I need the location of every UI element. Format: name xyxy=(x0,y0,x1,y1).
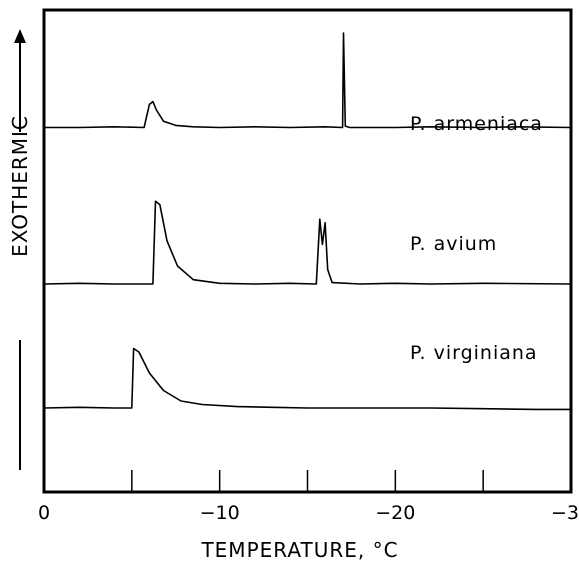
y-axis-label-group: EXOTHERMIC xyxy=(0,0,40,563)
series-lines xyxy=(43,32,572,411)
x-axis-label: TEMPERATURE, °C xyxy=(200,538,398,562)
series-line-0 xyxy=(44,32,572,129)
series-line-1 xyxy=(43,200,572,285)
x-tick-label: −30 xyxy=(551,502,579,524)
x-axis-ticks xyxy=(131,470,484,492)
y-axis-arrowhead-icon xyxy=(14,29,26,43)
x-tick-label: −10 xyxy=(200,502,240,524)
series-label: P. avium xyxy=(410,233,497,255)
x-tick-label: 0 xyxy=(38,502,50,524)
series-labels: P. armeniaca P. avium P. virginiana xyxy=(410,113,543,364)
x-tick-label: −20 xyxy=(375,502,415,524)
series-line-2 xyxy=(43,347,571,411)
y-axis-arrow-line-bottom xyxy=(19,340,21,470)
y-axis-arrow-line-top xyxy=(19,42,21,132)
x-axis-tick-labels: 0 −10 −20 −30 xyxy=(38,502,579,524)
series-label: P. armeniaca xyxy=(410,113,543,135)
series-label: P. virginiana xyxy=(410,342,538,364)
